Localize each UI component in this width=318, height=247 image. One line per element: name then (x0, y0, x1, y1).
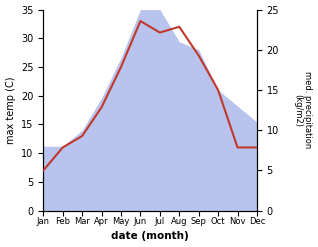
Y-axis label: max temp (C): max temp (C) (5, 76, 16, 144)
Y-axis label: med. precipitation
(kg/m2): med. precipitation (kg/m2) (293, 71, 313, 149)
X-axis label: date (month): date (month) (111, 231, 189, 242)
